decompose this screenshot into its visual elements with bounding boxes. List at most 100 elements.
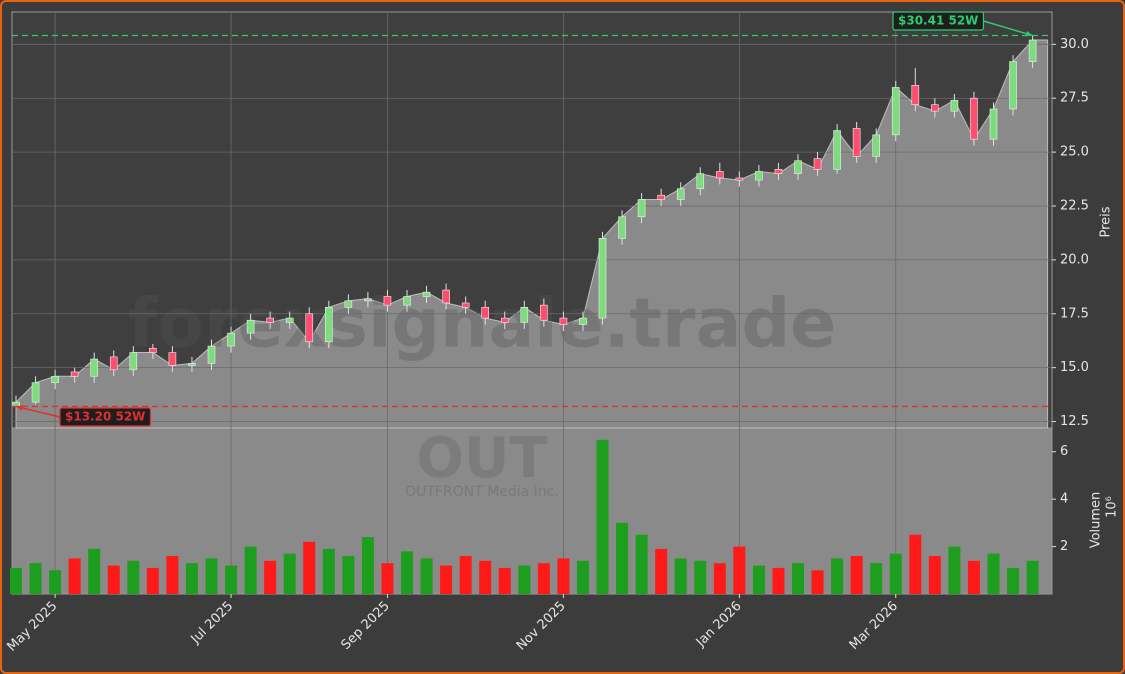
y-tick-label: 22.5 <box>1060 198 1089 213</box>
volume-bar <box>557 558 570 594</box>
candle-body <box>403 296 411 306</box>
x-tick-label: Nov 2025 <box>514 599 569 654</box>
candle-body <box>1028 39 1037 62</box>
volume-bar <box>733 546 746 594</box>
volume-offset: 10⁶ <box>1105 496 1120 518</box>
candle-body <box>950 100 959 112</box>
volume-bar <box>420 558 433 594</box>
volume-bar <box>909 534 922 594</box>
y-tick-label: 17.5 <box>1060 306 1089 321</box>
volume-bar <box>10 567 22 594</box>
candle-body <box>872 134 881 157</box>
annotation-arrowhead <box>16 405 23 411</box>
volume-bar <box>401 551 413 594</box>
volume-bar <box>49 570 62 594</box>
volume-bar <box>772 567 785 594</box>
candle-body <box>324 306 333 343</box>
x-tick-label: Sep 2025 <box>339 599 393 653</box>
volume-bar <box>283 553 296 594</box>
candle-body <box>520 306 529 323</box>
volume-bar <box>655 548 668 594</box>
candle-body <box>51 375 59 384</box>
volume-bar <box>264 560 277 594</box>
candle-body <box>266 317 274 323</box>
volume-bar <box>596 439 609 594</box>
volume-bar <box>185 563 198 594</box>
candle-body <box>540 304 548 321</box>
candle-body <box>637 199 646 218</box>
candle-body <box>618 216 626 239</box>
volume-axis-label: Volumen <box>1089 492 1104 549</box>
volume-tick-label: 6 <box>1060 444 1068 459</box>
annotation: $13.20 52W <box>59 407 152 427</box>
volume-bar <box>674 558 687 594</box>
volume-bar <box>889 553 902 594</box>
candle-body <box>149 347 157 353</box>
watermark-symbol: OUT <box>416 426 547 491</box>
volume-bar <box>342 556 355 594</box>
annotation-arrow <box>15 405 61 418</box>
x-tick-label: Mar 2026 <box>847 599 901 653</box>
candle-body <box>970 97 978 140</box>
candle-body <box>891 87 900 136</box>
volume-bar <box>850 556 863 594</box>
candle-body <box>305 313 314 343</box>
volume-tick-label: 4 <box>1060 492 1068 507</box>
candle-body <box>657 194 665 200</box>
volume-bar <box>244 546 257 594</box>
volume-bar <box>616 522 629 594</box>
y-tick-label: 25.0 <box>1060 145 1089 160</box>
volume-bar <box>752 565 765 594</box>
candle-body <box>813 158 822 170</box>
volume-bar <box>792 563 804 594</box>
annotation-arrowhead <box>1025 31 1033 37</box>
volume-bar <box>498 567 511 594</box>
volume-bar <box>440 565 453 594</box>
volume-bar <box>928 556 941 594</box>
candle-body <box>129 352 138 371</box>
candle-body <box>383 296 392 306</box>
candle-body <box>735 177 744 181</box>
volume-bar <box>107 565 120 594</box>
volume-bar <box>1026 560 1039 594</box>
candle-body <box>168 352 177 366</box>
candle-body <box>696 173 705 190</box>
candle-body <box>794 160 802 174</box>
y-tick-label: 15.0 <box>1060 360 1089 375</box>
candle-body <box>227 332 235 347</box>
volume-bar <box>166 556 179 594</box>
volume-bar <box>322 548 335 594</box>
volume-bar <box>479 560 492 594</box>
candle-body <box>931 104 939 112</box>
annotation-label: $13.20 52W <box>65 410 145 424</box>
candle-body <box>364 298 372 302</box>
candle-body <box>442 289 450 304</box>
candle-body <box>989 108 998 140</box>
y-tick-label: 27.5 <box>1060 91 1089 106</box>
candle-body <box>207 345 216 364</box>
candle-body <box>579 317 587 325</box>
volume-bar <box>205 558 218 594</box>
volume-bar <box>29 563 42 594</box>
candle-body <box>598 238 607 319</box>
candle-body <box>70 371 79 377</box>
volume-bar <box>811 570 824 594</box>
candle-body <box>246 319 255 334</box>
volume-bar <box>127 560 140 594</box>
volume-bar <box>361 537 374 594</box>
candle-body <box>422 291 431 297</box>
candle-body <box>461 302 470 308</box>
candle-body <box>90 358 98 377</box>
candle-body <box>481 306 490 319</box>
candle-body <box>911 84 920 105</box>
volume-bar <box>831 558 844 594</box>
y-tick-label: 30.0 <box>1060 37 1089 52</box>
candle-body <box>188 363 196 366</box>
candle-body <box>774 169 783 174</box>
volume-bar <box>146 567 159 594</box>
candle-body <box>500 317 509 323</box>
watermark: forexsignale.trade <box>128 285 837 364</box>
volume-bar <box>1007 567 1020 594</box>
